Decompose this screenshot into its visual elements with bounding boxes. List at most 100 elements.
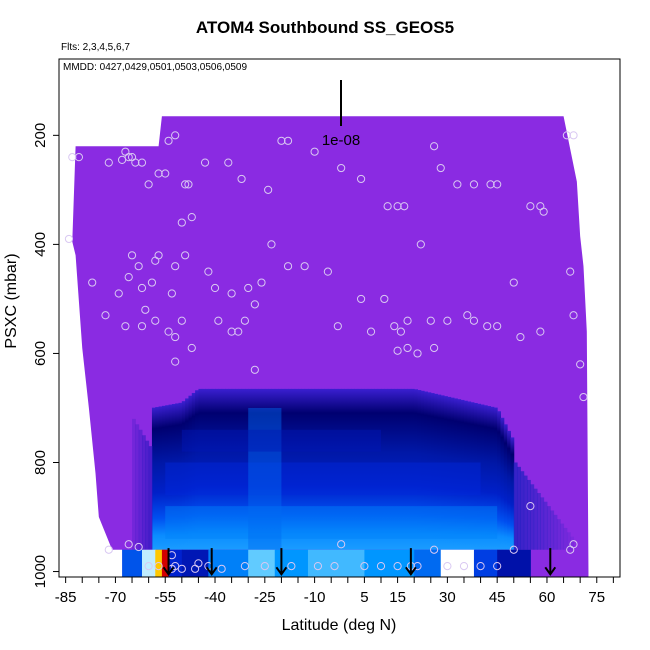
band-column [457, 399, 462, 550]
band-column [407, 388, 412, 550]
band-column [371, 388, 375, 550]
arrow-head [544, 566, 557, 576]
band-column [503, 424, 508, 550]
band-column [215, 388, 219, 550]
band-column [397, 388, 402, 550]
data-point [393, 346, 402, 355]
y-tick-label: 800 [32, 450, 49, 475]
band-column [493, 407, 498, 550]
band-column [357, 388, 362, 550]
band-column [327, 388, 332, 550]
band-edge [138, 429, 143, 550]
band-column [268, 388, 272, 550]
band-column [191, 392, 196, 550]
data-point [493, 180, 502, 189]
data-point [68, 153, 77, 162]
band-column [248, 388, 253, 550]
band-column [347, 388, 352, 550]
band-column [314, 388, 319, 550]
data-point [400, 202, 409, 211]
data-point [227, 289, 236, 298]
data-point [360, 561, 369, 571]
band-column [470, 402, 475, 550]
data-point [330, 561, 339, 571]
data-point [562, 131, 571, 140]
data-point [240, 316, 249, 325]
data-point [264, 185, 273, 194]
arrow-head [205, 566, 218, 576]
data-point [154, 251, 163, 260]
data-point [509, 545, 518, 554]
band-column [437, 394, 442, 550]
band-column [261, 388, 266, 550]
data-point [74, 153, 84, 162]
data-point [483, 322, 492, 331]
band-column [500, 417, 505, 550]
surface-segment [440, 549, 475, 577]
data-point [469, 316, 479, 325]
x-axis-label: Latitude (deg N) [282, 617, 397, 634]
data-point [283, 136, 293, 145]
scale-bar-label: 1e-08 [322, 132, 360, 149]
band-column [430, 393, 435, 550]
band-column [384, 388, 389, 550]
data-point [403, 343, 412, 353]
data-point [476, 561, 485, 571]
data-point [526, 202, 535, 211]
streak [181, 429, 381, 452]
streak [248, 407, 282, 550]
data-point [486, 180, 495, 189]
data-point [131, 158, 140, 167]
band-column [165, 405, 170, 550]
data-point [287, 561, 296, 571]
data-point [194, 559, 203, 568]
data-point [124, 540, 133, 549]
data-point [144, 180, 153, 189]
band-edge [523, 475, 528, 550]
band-column [440, 395, 445, 550]
data-point [134, 542, 143, 552]
band-column [175, 403, 180, 550]
data-point [200, 158, 210, 167]
band-column [278, 388, 282, 550]
band-column [258, 388, 262, 550]
data-point [463, 311, 472, 320]
band-column [420, 390, 425, 550]
data-point [459, 561, 469, 571]
band-edge [135, 424, 140, 550]
band-edge [550, 510, 555, 550]
data-point [171, 131, 180, 140]
band-column [271, 388, 276, 550]
data-point [277, 136, 286, 145]
band-column [188, 395, 193, 550]
data-point [569, 131, 578, 140]
arrow-marker [162, 548, 175, 576]
y-tick-label: 600 [32, 341, 49, 366]
surface-segment [473, 549, 498, 577]
data-point [234, 327, 243, 336]
data-point [509, 278, 518, 287]
band-column [228, 388, 233, 550]
arrow-head [275, 566, 288, 576]
data-point [430, 142, 439, 151]
data-point [310, 147, 319, 156]
data-point [137, 283, 147, 293]
data-point [177, 316, 186, 325]
data-point [181, 180, 190, 189]
data-point [147, 278, 157, 287]
data-point [403, 316, 412, 325]
surface-segment [414, 549, 442, 577]
x-tick-label: 15 [389, 589, 406, 606]
data-point [177, 218, 186, 227]
x-tick-label: 45 [489, 589, 506, 606]
data-point [257, 278, 266, 287]
band-column [241, 388, 246, 550]
band-column [417, 390, 422, 550]
band-column [171, 404, 176, 550]
data-point [64, 234, 74, 244]
band-column [377, 388, 382, 550]
band-edge [543, 501, 548, 550]
data-point [579, 392, 588, 402]
band-column [281, 388, 286, 550]
